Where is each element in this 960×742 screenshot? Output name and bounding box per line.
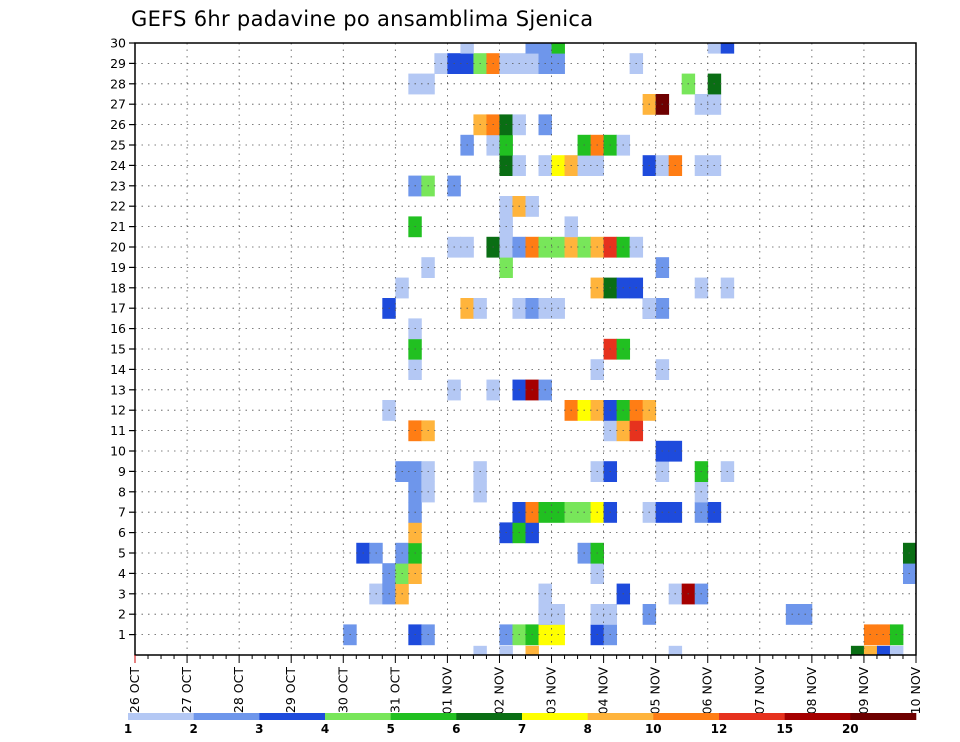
y-tick-label: 13	[110, 382, 126, 397]
y-tick-label: 8	[118, 484, 126, 499]
x-tick-label: 09 NOV	[856, 667, 871, 715]
colorbar-label: 5	[387, 722, 395, 736]
colorbar-swatch	[456, 713, 523, 720]
y-tick-label: 2	[118, 607, 126, 622]
heatmap-cell	[525, 43, 539, 54]
y-tick-label: 16	[110, 321, 126, 336]
y-tick-label: 1	[118, 627, 126, 642]
heatmap-cell	[525, 645, 539, 656]
heatmap-cell	[707, 43, 722, 54]
colorbar-swatch	[784, 713, 851, 720]
y-tick-label: 15	[110, 342, 126, 357]
y-tick-label: 17	[110, 301, 126, 316]
y-tick-label: 3	[118, 586, 126, 601]
x-tick-label: 30 OCT	[335, 667, 350, 713]
heatmap-cell	[876, 645, 891, 656]
colorbar-label: 10	[645, 722, 662, 736]
heatmap-cell	[473, 645, 487, 656]
x-tick-label: 04 NOV	[596, 667, 611, 715]
colorbar-swatch	[653, 713, 720, 720]
y-tick-label: 21	[110, 219, 126, 234]
y-tick-label: 23	[110, 178, 126, 193]
x-tick-label: 03 NOV	[544, 667, 559, 715]
y-tick-label: 19	[110, 260, 126, 275]
x-tick-label: 01 NOV	[439, 667, 454, 715]
y-tick-label: 4	[118, 566, 126, 581]
y-tick-label: 29	[110, 56, 126, 71]
heatmap-cell	[850, 645, 865, 656]
y-tick-label: 20	[110, 240, 126, 255]
heatmap-cell	[538, 43, 552, 54]
y-tick-label: 25	[110, 138, 126, 153]
y-axis: 1234567891011121314151617181920212223242…	[110, 36, 135, 642]
y-tick-label: 6	[118, 525, 126, 540]
x-tick-label: 06 NOV	[700, 667, 715, 715]
colorbar-label: 3	[255, 722, 263, 736]
y-tick-label: 11	[110, 423, 126, 438]
heatmap-cell	[551, 43, 565, 54]
y-tick-label: 26	[110, 117, 126, 132]
x-tick-label: 02 NOV	[492, 667, 507, 715]
colorbar-swatch	[719, 713, 785, 720]
colorbar-label: 6	[452, 722, 460, 736]
heatmap-cell	[668, 645, 683, 656]
y-tick-label: 5	[118, 546, 126, 561]
x-axis: 26 OCT 27 OCT 28 OCT 29 OCT 30 OCT 31 OCT 01 N…	[127, 655, 923, 714]
y-tick-label: 7	[118, 505, 126, 520]
colorbar-label: 8	[584, 722, 592, 736]
colorbar-swatch	[850, 713, 917, 720]
y-tick-label: 30	[110, 36, 126, 51]
x-tick-label: 26 OCT	[127, 667, 142, 713]
chart-title: GEFS 6hr padavine po ansamblima Sjenica	[131, 7, 593, 31]
y-tick-label: 22	[110, 199, 126, 214]
x-tick-label: 05 NOV	[648, 667, 663, 715]
colorbar-swatch	[259, 713, 326, 720]
y-tick-label: 10	[110, 444, 126, 459]
colorbar-label: 4	[321, 722, 329, 736]
y-tick-label: 24	[110, 158, 126, 173]
colorbar-swatch	[522, 713, 588, 720]
heatmap-cell	[720, 43, 735, 54]
y-tick-label: 14	[110, 362, 126, 377]
colorbar-label: 1	[124, 722, 132, 736]
x-tick-label: 28 OCT	[231, 667, 246, 713]
colorbar-label: 12	[711, 722, 728, 736]
x-tick-label: 29 OCT	[283, 667, 298, 713]
colorbar-label: 7	[518, 722, 526, 736]
x-tick-label: 07 NOV	[752, 667, 767, 715]
colorbar: 1 2 3 4 5 6 7 8 10 12 15 20	[124, 713, 917, 736]
heatmap-cell	[863, 645, 878, 656]
y-tick-label: 12	[110, 403, 126, 418]
x-tick-label: 10 NOV	[908, 667, 923, 715]
y-tick-label: 9	[118, 464, 126, 479]
colorbar-swatch	[390, 713, 457, 720]
colorbar-label: 2	[190, 722, 198, 736]
heatmap-cell	[460, 43, 474, 54]
x-tick-label: 08 NOV	[804, 667, 819, 715]
colorbar-swatch	[128, 713, 194, 720]
y-tick-label: 27	[110, 97, 126, 112]
colorbar-swatch	[587, 713, 654, 720]
y-tick-label: 18	[110, 280, 126, 295]
colorbar-label: 15	[776, 722, 793, 736]
colorbar-swatch	[325, 713, 391, 720]
colorbar-swatch	[193, 713, 260, 720]
y-tick-label: 28	[110, 76, 126, 91]
heatmap-cell	[889, 645, 904, 656]
x-tick-label: 27 OCT	[179, 667, 194, 713]
heatmap-cell	[499, 645, 513, 656]
colorbar-label: 20	[842, 722, 859, 736]
x-tick-label: 31 OCT	[387, 667, 402, 713]
